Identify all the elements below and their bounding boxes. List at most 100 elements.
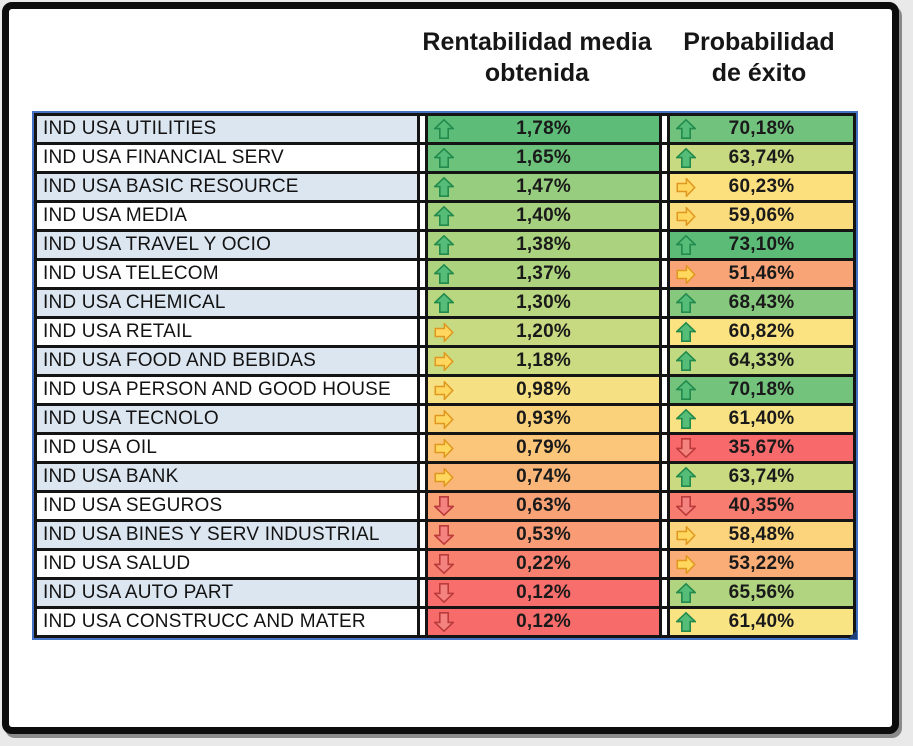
column-gap — [417, 316, 428, 348]
sector-name-cell: IND USA FINANCIAL SERV — [34, 142, 420, 174]
up-arrow-icon — [434, 292, 454, 313]
sector-name-cell: IND USA MEDIA — [34, 200, 420, 232]
column-gap — [417, 200, 428, 232]
up-arrow-icon — [676, 118, 696, 139]
table-row: IND USA PERSON AND GOOD HOUSE 0,98% 70,1… — [34, 374, 856, 406]
column-gap — [659, 345, 670, 377]
sector-name-label: IND USA TRAVEL Y OCIO — [43, 234, 272, 255]
column-gap — [659, 142, 670, 174]
probabilidad-cell: 60,23% — [667, 171, 856, 203]
rentabilidad-value: 0,12% — [516, 582, 571, 603]
column-gap — [659, 461, 670, 493]
up-arrow-icon — [676, 234, 696, 255]
probabilidad-value: 35,67% — [728, 437, 795, 458]
up-arrow-icon — [434, 263, 454, 284]
table-row: IND USA TRAVEL Y OCIO 1,38% 73,10% — [34, 229, 856, 261]
sector-name-cell: IND USA SEGUROS — [34, 490, 420, 522]
table-row: IND USA OIL 0,79% 35,67% — [34, 432, 856, 464]
data-table: IND USA UTILITIES 1,78% 70,18% IND USA F… — [34, 113, 856, 638]
column-gap — [417, 548, 428, 580]
probabilidad-value: 68,43% — [728, 292, 795, 313]
probabilidad-value: 59,06% — [728, 205, 795, 226]
rentabilidad-cell: 1,78% — [425, 113, 662, 145]
rentabilidad-value: 1,18% — [516, 350, 571, 371]
sector-name-cell: IND USA AUTO PART — [34, 577, 420, 609]
column-gap — [659, 403, 670, 435]
rentabilidad-cell: 0,74% — [425, 461, 662, 493]
sector-name-cell: IND USA TECNOLO — [34, 403, 420, 435]
rentabilidad-cell: 1,20% — [425, 316, 662, 348]
sector-name-cell: IND USA BINES Y SERV INDUSTRIAL — [34, 519, 420, 551]
up-arrow-icon — [434, 205, 454, 226]
right-arrow-icon — [434, 322, 454, 342]
rentabilidad-cell: 1,47% — [425, 171, 662, 203]
rentabilidad-value: 0,63% — [516, 495, 571, 516]
column-gap — [659, 200, 670, 232]
column-gap — [417, 258, 428, 290]
rentabilidad-value: 0,79% — [516, 437, 571, 458]
rentabilidad-cell: 0,12% — [425, 606, 662, 638]
probabilidad-cell: 63,74% — [667, 142, 856, 174]
probabilidad-cell: 63,74% — [667, 461, 856, 493]
sector-name-label: IND USA FINANCIAL SERV — [43, 147, 284, 168]
right-arrow-icon — [434, 351, 454, 371]
column-gap — [659, 287, 670, 319]
column-gap — [417, 577, 428, 609]
sector-name-label: IND USA AUTO PART — [43, 582, 234, 603]
column-header-probabilidad: Probabilidad de éxito — [683, 28, 835, 88]
column-gap — [417, 403, 428, 435]
right-arrow-icon — [676, 525, 696, 545]
probabilidad-cell: 70,18% — [667, 113, 856, 145]
rentabilidad-cell: 1,40% — [425, 200, 662, 232]
rentabilidad-value: 1,65% — [516, 147, 571, 168]
down-arrow-icon — [434, 554, 454, 575]
column-gap — [417, 432, 428, 464]
probabilidad-value: 63,74% — [728, 147, 795, 168]
probabilidad-value: 60,23% — [728, 176, 795, 197]
right-arrow-icon — [676, 177, 696, 197]
probabilidad-cell: 64,33% — [667, 345, 856, 377]
up-arrow-icon — [434, 234, 454, 255]
column-gap — [659, 316, 670, 348]
probabilidad-cell: 65,56% — [667, 577, 856, 609]
sector-name-label: IND USA CHEMICAL — [43, 292, 226, 313]
down-arrow-icon — [434, 612, 454, 633]
table-row: IND USA SALUD 0,22% 53,22% — [34, 548, 856, 580]
up-arrow-icon — [676, 147, 696, 168]
probabilidad-cell: 35,67% — [667, 432, 856, 464]
column-gap — [659, 548, 670, 580]
rentabilidad-value: 0,12% — [516, 611, 571, 632]
table-row: IND USA CONSTRUCC AND MATER 0,12% 61,40% — [34, 606, 856, 638]
rentabilidad-value: 1,40% — [516, 205, 571, 226]
rentabilidad-cell: 0,53% — [425, 519, 662, 551]
table-row: IND USA RETAIL 1,20% 60,82% — [34, 316, 856, 348]
probabilidad-cell: 70,18% — [667, 374, 856, 406]
column-gap — [659, 229, 670, 261]
table-row: IND USA UTILITIES 1,78% 70,18% — [34, 113, 856, 145]
rentabilidad-cell: 0,22% — [425, 548, 662, 580]
sector-name-label: IND USA OIL — [43, 437, 158, 458]
table-row: IND USA MEDIA 1,40% 59,06% — [34, 200, 856, 232]
up-arrow-icon — [676, 582, 696, 603]
down-arrow-icon — [434, 583, 454, 604]
table-row: IND USA AUTO PART 0,12% 65,56% — [34, 577, 856, 609]
down-arrow-icon — [434, 525, 454, 546]
up-arrow-icon — [676, 379, 696, 400]
column-gap — [417, 490, 428, 522]
right-arrow-icon — [434, 409, 454, 429]
up-arrow-icon — [434, 176, 454, 197]
sector-table: IND USA UTILITIES 1,78% 70,18% IND USA F… — [32, 111, 858, 640]
column-gap — [417, 606, 428, 638]
sector-name-cell: IND USA RETAIL — [34, 316, 420, 348]
probabilidad-value: 51,46% — [728, 263, 795, 284]
table-row: IND USA FINANCIAL SERV 1,65% 63,74% — [34, 142, 856, 174]
up-arrow-icon — [434, 118, 454, 139]
column-gap — [659, 258, 670, 290]
rentabilidad-cell: 1,30% — [425, 287, 662, 319]
probabilidad-value: 53,22% — [728, 553, 795, 574]
probabilidad-cell: 59,06% — [667, 200, 856, 232]
column-gap — [659, 113, 670, 145]
rentabilidad-cell: 1,38% — [425, 229, 662, 261]
rentabilidad-cell: 0,93% — [425, 403, 662, 435]
sector-name-cell: IND USA SALUD — [34, 548, 420, 580]
